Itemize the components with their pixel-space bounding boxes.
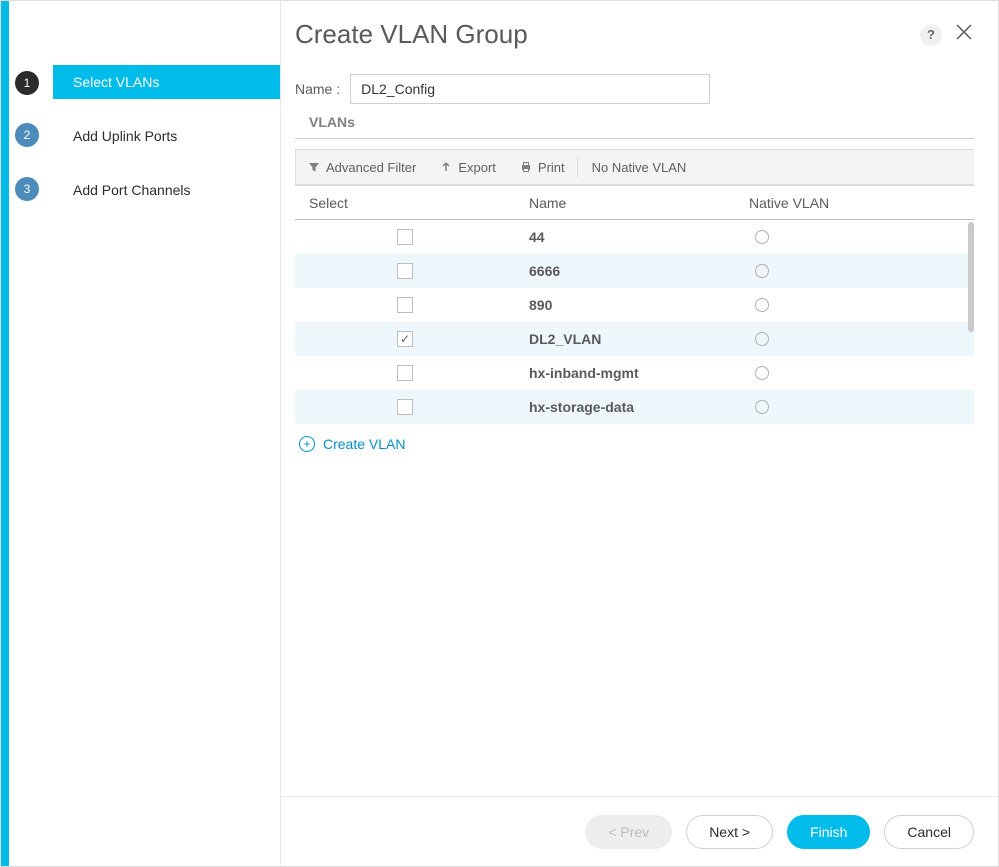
row-name: DL2_VLAN — [515, 331, 735, 347]
create-vlan-label: Create VLAN — [323, 436, 405, 452]
step-badge-1[interactable]: 1 — [15, 71, 39, 95]
wizard-footer: < Prev Next > Finish Cancel — [281, 796, 998, 866]
col-native-vlan: Native VLAN — [735, 195, 964, 211]
select-checkbox[interactable] — [397, 297, 413, 313]
close-icon[interactable] — [954, 22, 974, 47]
table-row: 890 — [295, 288, 974, 322]
native-vlan-radio[interactable] — [755, 264, 769, 278]
name-label: Name : — [295, 81, 340, 97]
vlans-section-label: VLANs — [309, 114, 974, 130]
scrollbar[interactable] — [968, 222, 974, 332]
select-checkbox[interactable]: ✓ — [397, 331, 413, 347]
table-row: ✓ DL2_VLAN — [295, 322, 974, 356]
table-row: 6666 — [295, 254, 974, 288]
select-checkbox[interactable] — [397, 263, 413, 279]
step-badge-3[interactable]: 3 — [15, 177, 39, 201]
sidebar-item-add-uplink-ports[interactable]: Add Uplink Ports — [53, 119, 280, 153]
dialog-title: Create VLAN Group — [295, 19, 528, 50]
finish-button[interactable]: Finish — [787, 815, 870, 849]
advanced-filter-button[interactable]: Advanced Filter — [296, 150, 428, 184]
sidebar-item-select-vlans[interactable]: Select VLANs — [53, 65, 280, 99]
next-button[interactable]: Next > — [686, 815, 773, 849]
row-name: 6666 — [515, 263, 735, 279]
row-name: 890 — [515, 297, 735, 313]
table-body: 44 6666 890 ✓ DL2_VLAN hx-inband-mgmt hx-stora… — [295, 220, 974, 424]
table-header: Select Name Native VLAN — [295, 186, 974, 220]
export-button[interactable]: Export — [428, 150, 508, 184]
table-row: hx-storage-data — [295, 390, 974, 424]
native-vlan-radio[interactable] — [755, 332, 769, 346]
row-name: hx-storage-data — [515, 399, 735, 415]
create-vlan-link[interactable]: + Create VLAN — [299, 436, 405, 452]
no-native-vlan-label: No Native VLAN — [578, 160, 701, 175]
print-button[interactable]: Print — [508, 150, 577, 184]
native-vlan-radio[interactable] — [755, 298, 769, 312]
print-icon — [520, 161, 532, 173]
native-vlan-radio[interactable] — [755, 400, 769, 414]
select-checkbox[interactable] — [397, 229, 413, 245]
plus-icon: + — [299, 436, 315, 452]
table-row: 44 — [295, 220, 974, 254]
print-label: Print — [538, 160, 565, 175]
sidebar-item-add-port-channels[interactable]: Add Port Channels — [53, 173, 280, 207]
row-name: hx-inband-mgmt — [515, 365, 735, 381]
native-vlan-radio[interactable] — [755, 230, 769, 244]
native-vlan-radio[interactable] — [755, 366, 769, 380]
select-checkbox[interactable] — [397, 365, 413, 381]
advanced-filter-label: Advanced Filter — [326, 160, 416, 175]
filter-icon — [308, 161, 320, 173]
table-toolbar: Advanced Filter Export Print No Native V… — [295, 149, 974, 185]
help-button[interactable]: ? — [920, 24, 942, 46]
prev-button: < Prev — [585, 815, 672, 849]
select-checkbox[interactable] — [397, 399, 413, 415]
cancel-button[interactable]: Cancel — [884, 815, 974, 849]
table-row: hx-inband-mgmt — [295, 356, 974, 390]
name-input[interactable] — [350, 74, 710, 104]
row-name: 44 — [515, 229, 735, 245]
step-badge-2[interactable]: 2 — [15, 123, 39, 147]
export-icon — [440, 161, 452, 173]
col-select: Select — [295, 195, 515, 211]
wizard-sidebar: Select VLANs Add Uplink Ports Add Port C… — [53, 1, 281, 866]
export-label: Export — [458, 160, 496, 175]
col-name: Name — [515, 195, 735, 211]
